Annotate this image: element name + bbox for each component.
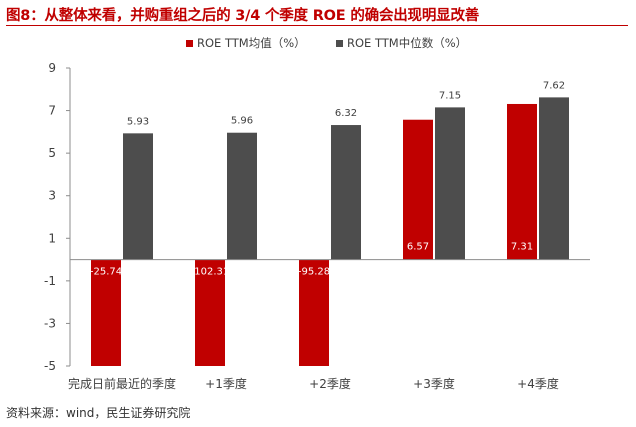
data-label: -95.28 [298, 267, 330, 278]
bar-chart: ROE TTM均值（%） ROE TTM中位数（%） 9 7 5 3 1 -1 -3 -5 -25.… [44, 36, 590, 391]
data-label: -25.74 [90, 267, 122, 278]
legend-label-2: ROE TTM中位数（%） [347, 36, 467, 50]
x-tick-label: +4季度 [517, 376, 559, 391]
source-note: 资料来源：wind，民生证券研究院 [6, 406, 191, 420]
title-underline [6, 25, 628, 26]
bar-series2-2 [227, 132, 257, 260]
y-tick-label: -1 [44, 274, 56, 288]
bar-series1-1 [91, 259, 121, 366]
data-label: 6.32 [335, 108, 357, 119]
x-tick-label: +3季度 [413, 376, 455, 391]
bar-series1-2 [195, 259, 225, 366]
data-label: 5.93 [127, 116, 149, 127]
legend-swatch-2 [336, 40, 343, 47]
x-tick-label: 完成日前最近的季度 [68, 376, 176, 391]
y-tick-label: 3 [48, 189, 56, 203]
data-label: 7.31 [511, 242, 533, 253]
y-tick-label: 1 [48, 231, 56, 245]
y-tick-label: 5 [48, 146, 56, 160]
bar-series2-1 [123, 133, 153, 260]
bar-series1-5 [507, 103, 537, 260]
data-label: 6.57 [407, 242, 429, 253]
data-label: 7.15 [439, 90, 461, 101]
bar-series1-3 [299, 259, 329, 366]
data-label: 5.96 [231, 116, 253, 127]
legend-swatch-1 [186, 40, 193, 47]
x-tick-label: +1季度 [205, 376, 247, 391]
bar-series2-3 [331, 125, 361, 260]
bar-series2-5 [539, 97, 569, 260]
y-tick-label: 9 [48, 61, 56, 75]
data-label: 7.62 [543, 80, 565, 91]
y-tick-label: -3 [44, 316, 56, 330]
data-label: -102.31 [191, 267, 230, 278]
legend-label-1: ROE TTM均值（%） [197, 36, 306, 50]
bar-series2-4 [435, 107, 465, 260]
x-tick-label: +2季度 [309, 376, 351, 391]
y-tick-label: -5 [44, 359, 56, 373]
y-tick-label: 7 [48, 104, 56, 118]
chart-title: 图8：从整体来看，并购重组之后的 3/4 个季度 ROE 的确会出现明显改善 [6, 8, 480, 24]
bar-series1-4 [403, 119, 433, 260]
